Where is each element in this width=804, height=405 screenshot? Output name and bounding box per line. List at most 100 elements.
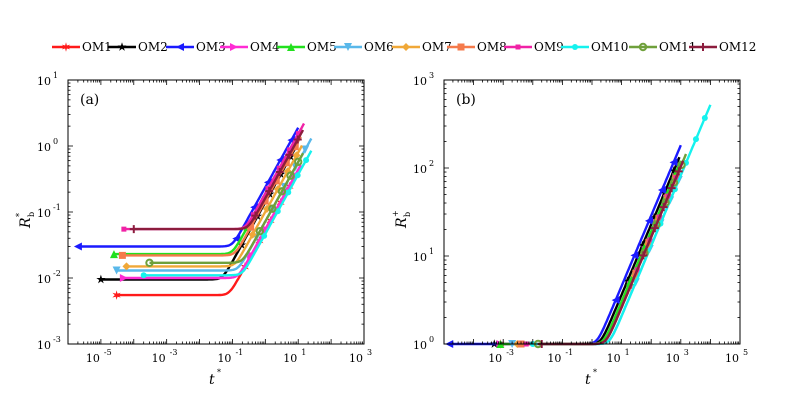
a-line-om11 xyxy=(149,152,305,264)
marker-om7 xyxy=(248,230,257,239)
marker-om2 xyxy=(637,240,647,250)
marker-om8 xyxy=(118,251,126,259)
marker-om12 xyxy=(699,43,707,51)
a-line-om3 xyxy=(77,127,300,248)
tick-base: 10 xyxy=(547,352,561,365)
tick-exp: 3 xyxy=(429,71,434,80)
tick-exp: -2 xyxy=(53,269,61,278)
marker-om6 xyxy=(112,266,121,275)
marker-om9 xyxy=(515,44,521,50)
a-x-tick-label: 10 1 xyxy=(283,348,306,365)
legend-item-om11: OM11 xyxy=(629,40,696,54)
marker-om11 xyxy=(268,204,277,213)
tick-base: 10 xyxy=(37,339,51,352)
a-y-tick-label: 10 -1 xyxy=(37,203,61,220)
tick-exp: 2 xyxy=(429,159,434,168)
b-y-tick-label: 10 1 xyxy=(413,247,434,264)
y-label-sup-b: + xyxy=(391,210,400,217)
marker-om7 xyxy=(402,43,410,51)
legend-label: OM7 xyxy=(422,40,452,54)
marker-om8 xyxy=(272,177,280,185)
legend-label: OM3 xyxy=(196,40,226,54)
legend-label: OM9 xyxy=(534,40,564,54)
marker-om4 xyxy=(119,274,128,282)
a-y-tick-label: 10 1 xyxy=(37,71,58,88)
tick-exp: -1 xyxy=(235,348,243,357)
tick-base: 10 xyxy=(349,352,363,365)
y-axis-label-b: R b + xyxy=(391,210,412,229)
marker-om3 xyxy=(657,185,666,194)
panel-b: 10 -3 10 -1 10 1 10 3 10 510 010 110 210 3 (b) t * R … xyxy=(391,71,748,388)
marker-om10 xyxy=(140,272,147,279)
marker-om3 xyxy=(644,216,653,225)
marker-om3 xyxy=(176,43,184,51)
marker-om12 xyxy=(650,224,659,233)
marker-om11 xyxy=(255,226,265,236)
y-label-a: R xyxy=(18,217,34,229)
tick-exp: 3 xyxy=(684,348,689,357)
marker-om10 xyxy=(572,44,578,50)
marker-om12 xyxy=(265,187,274,196)
marker-om2 xyxy=(117,42,127,51)
tick-base: 10 xyxy=(37,141,51,154)
b-x-tick-label: 10 5 xyxy=(725,348,748,365)
marker-om10 xyxy=(692,136,699,143)
marker-om10 xyxy=(701,114,708,121)
plot-area-a xyxy=(68,80,364,344)
legend-label: OM8 xyxy=(477,40,507,54)
tick-base: 10 xyxy=(725,352,739,365)
tick-exp: 3 xyxy=(367,348,372,357)
marker-om9 xyxy=(121,226,127,232)
legend-label: OM2 xyxy=(138,40,168,54)
marker-om12 xyxy=(275,168,284,177)
y-label-sub-b: b xyxy=(403,212,412,217)
tick-exp: -3 xyxy=(53,335,61,344)
x-label-b: t xyxy=(585,372,591,388)
tick-exp: 1 xyxy=(625,348,630,357)
marker-om3 xyxy=(669,158,678,167)
b-y-tick-label: 10 0 xyxy=(413,335,434,352)
a-series-om12 xyxy=(129,129,305,234)
tick-base: 10 xyxy=(86,352,100,365)
series-group-a xyxy=(73,122,313,300)
legend-label: OM5 xyxy=(307,40,337,54)
legend-item-om12: OM12 xyxy=(689,40,756,54)
marker-om12 xyxy=(285,150,294,159)
marker-om11 xyxy=(286,171,295,180)
tick-base: 10 xyxy=(283,352,297,365)
marker-om11 xyxy=(661,198,670,207)
marker-om7 xyxy=(122,262,131,271)
marker-om11 xyxy=(669,178,679,187)
b-x-tick-label: 10 3 xyxy=(666,348,689,365)
panel-a: 10 -5 10 -3 10 -1 10 1 10 310 -310 -210 -110 010 1 (a)… xyxy=(15,71,372,388)
legend-item-om8: OM8 xyxy=(447,40,507,54)
a-y-tick-label: 10 0 xyxy=(37,137,58,154)
tick-exp: -1 xyxy=(565,348,573,357)
marker-om3 xyxy=(232,234,241,243)
x-label-sup-b: * xyxy=(593,368,597,377)
legend-item-om4: OM4 xyxy=(220,40,280,54)
marker-om3 xyxy=(611,296,620,305)
marker-om8 xyxy=(457,43,465,51)
b-x-tick-label: 10 -3 xyxy=(488,348,514,365)
legend-item-om3: OM3 xyxy=(166,40,226,54)
ticks-a: 10 -5 10 -3 10 -1 10 1 10 310 -310 -210 -110 010 1 xyxy=(37,71,372,365)
tick-exp: 0 xyxy=(429,335,434,344)
legend-label: OM10 xyxy=(591,40,628,54)
marker-om12 xyxy=(293,135,302,144)
legend-item-om10: OM10 xyxy=(561,40,628,54)
marker-om2 xyxy=(622,276,632,285)
marker-om5 xyxy=(287,43,295,51)
marker-om2 xyxy=(96,274,106,284)
a-y-tick-label: 10 -3 xyxy=(37,335,61,352)
legend-label: OM12 xyxy=(719,40,756,54)
marker-om12 xyxy=(674,167,683,176)
marker-om3 xyxy=(73,242,82,251)
tick-base: 10 xyxy=(37,273,51,286)
a-x-tick-label: 10 3 xyxy=(349,348,372,365)
marker-om8 xyxy=(261,197,269,205)
marker-om2 xyxy=(669,166,679,175)
b-x-tick-label: 10 -1 xyxy=(547,348,573,365)
y-label-b: R xyxy=(394,217,410,229)
